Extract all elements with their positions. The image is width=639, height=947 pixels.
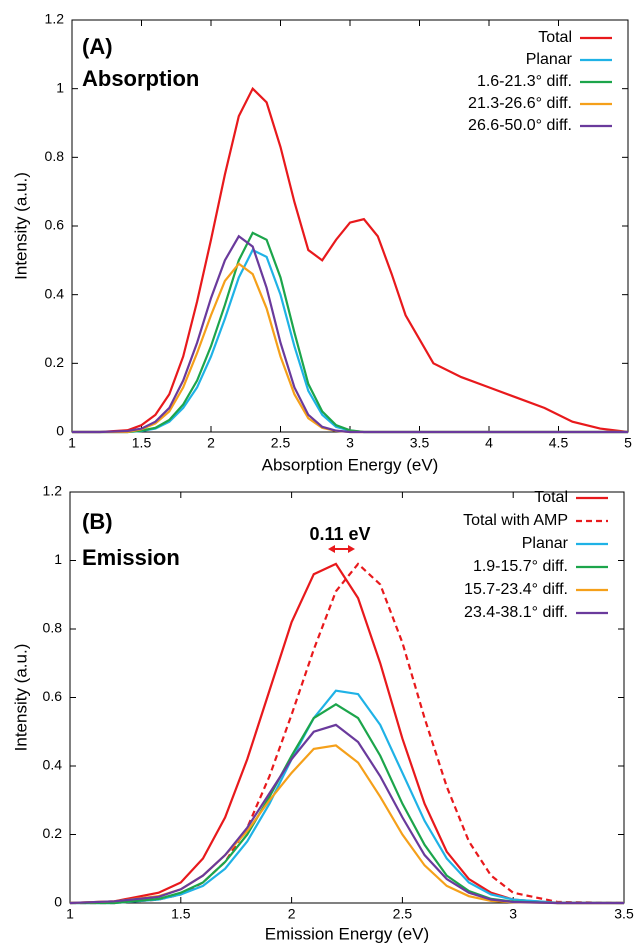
- legend-label: Total: [538, 29, 572, 46]
- x-tick-label: 2: [207, 435, 215, 451]
- line-series: [72, 248, 628, 434]
- annotation: 0.11 eV: [309, 524, 370, 544]
- annotation: Absorption: [82, 66, 199, 91]
- y-tick-label: 1: [54, 551, 62, 567]
- x-tick-label: 1: [68, 435, 76, 451]
- y-tick-label: 0.6: [43, 688, 63, 704]
- arrow-head: [328, 545, 335, 553]
- annotation: (B): [82, 509, 113, 534]
- x-tick-label: 3.5: [614, 906, 634, 922]
- y-tick-label: 0: [56, 423, 64, 439]
- arrow-head: [348, 545, 355, 553]
- legend-label: 1.9-15.7° diff.: [473, 558, 568, 575]
- legend-label: 23.4-38.1° diff.: [464, 604, 568, 621]
- y-tick-label: 1.2: [45, 11, 65, 27]
- x-tick-label: 1.5: [171, 906, 191, 922]
- y-axis-label: Intensity (a.u.): [11, 644, 30, 752]
- x-tick-label: 3.5: [410, 435, 430, 451]
- y-axis-label: Intensity (a.u.): [11, 172, 30, 280]
- y-tick-label: 0: [54, 894, 62, 910]
- legend-label: 21.3-26.6° diff.: [468, 95, 572, 112]
- legend-label: 1.6-21.3° diff.: [477, 73, 572, 90]
- line-series: [69, 723, 624, 905]
- y-tick-label: 1.2: [43, 483, 63, 499]
- annotation: (A): [82, 34, 113, 59]
- line-series: [70, 689, 625, 905]
- y-tick-label: 0.4: [43, 757, 63, 773]
- line-series: [72, 262, 628, 434]
- x-axis-label: Emission Energy (eV): [265, 924, 429, 943]
- x-axis-label: Absorption Energy (eV): [262, 455, 439, 474]
- line-series: [72, 86, 629, 434]
- line-series: [72, 234, 628, 434]
- line-series: [72, 231, 628, 434]
- x-tick-label: 4: [485, 435, 493, 451]
- x-tick-label: 3: [509, 906, 517, 922]
- y-tick-label: 0.2: [43, 825, 63, 841]
- x-tick-label: 2.5: [393, 906, 413, 922]
- x-tick-label: 1.5: [132, 435, 152, 451]
- annotation: Emission: [82, 545, 180, 570]
- x-tick-label: 3: [346, 435, 354, 451]
- y-tick-label: 0.8: [45, 148, 65, 164]
- legend-label: Planar: [526, 51, 573, 68]
- y-tick-label: 0.8: [43, 620, 63, 636]
- line-series: [70, 562, 625, 905]
- legend-label: 26.6-50.0° diff.: [468, 117, 572, 134]
- y-tick-label: 0.4: [45, 285, 65, 301]
- legend-label: Planar: [522, 535, 569, 552]
- legend-label: Total with AMP: [463, 512, 568, 529]
- y-tick-label: 1: [56, 79, 64, 95]
- x-tick-label: 1: [66, 906, 74, 922]
- x-tick-label: 2.5: [271, 435, 291, 451]
- x-tick-label: 4.5: [549, 435, 569, 451]
- x-tick-label: 2: [288, 906, 296, 922]
- x-tick-label: 5: [624, 435, 632, 451]
- legend-label: 15.7-23.4° diff.: [464, 581, 568, 598]
- legend-label: Total: [534, 489, 568, 506]
- y-tick-label: 0.2: [45, 354, 65, 370]
- line-series: [69, 744, 624, 905]
- y-tick-label: 0.6: [45, 217, 65, 233]
- line-series: [69, 562, 624, 905]
